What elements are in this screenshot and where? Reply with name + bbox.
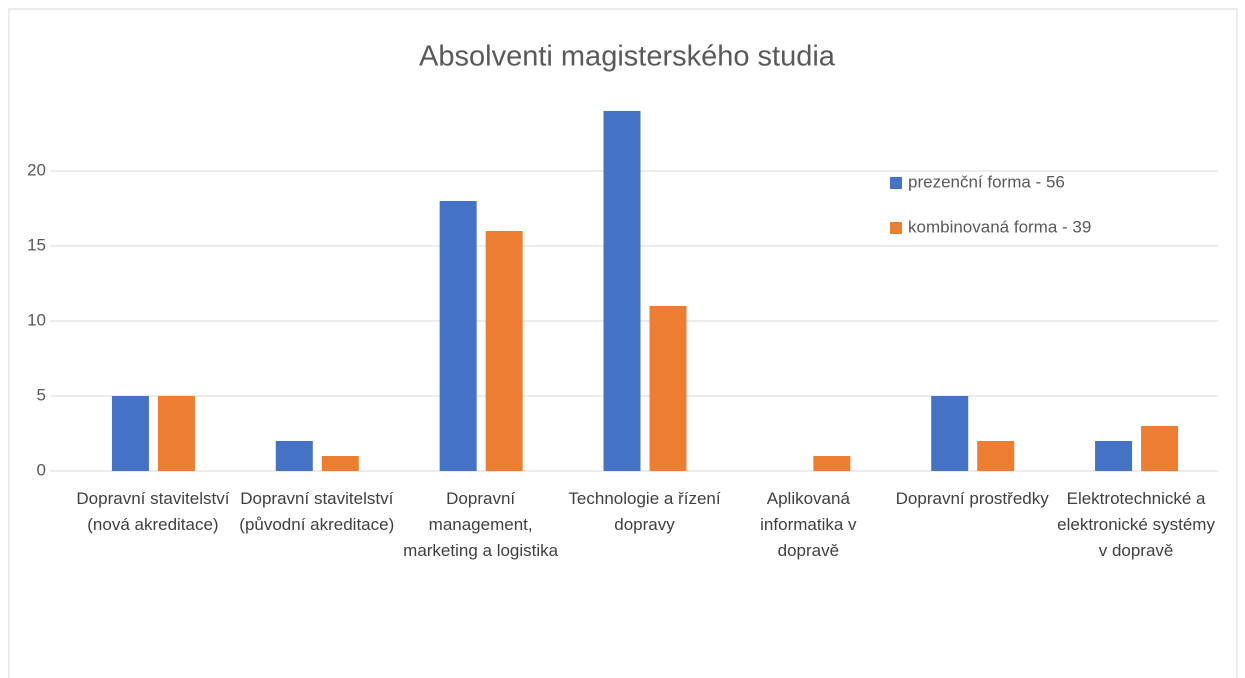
bar — [1141, 426, 1179, 471]
y-tick-label: 15 — [27, 235, 46, 254]
bar — [111, 396, 149, 471]
legend-label: prezenční forma - 56 — [908, 172, 1065, 191]
bar — [321, 456, 359, 471]
bar — [931, 396, 969, 471]
x-tick-label: Dopravní management, marketing a logisti… — [403, 489, 559, 560]
x-tick-label: Elektrotechnické a elektronické systémy … — [1057, 489, 1215, 560]
legend-swatch — [890, 222, 902, 234]
x-tick-label: Technologie a řízení dopravy — [568, 489, 721, 534]
y-tick-label: 20 — [27, 160, 46, 179]
y-tick-label: 0 — [37, 460, 46, 479]
legend-swatch — [890, 177, 902, 189]
bar — [439, 201, 477, 471]
bar — [1095, 441, 1133, 471]
y-tick-label: 5 — [37, 385, 46, 404]
chart-title: Absolventi magisterského studia — [419, 41, 836, 73]
bar — [603, 111, 641, 471]
bar — [485, 231, 523, 471]
bar — [813, 456, 851, 471]
y-tick-label: 10 — [27, 310, 46, 329]
bar — [649, 306, 687, 471]
bar — [977, 441, 1015, 471]
x-tick-label: Dopravní prostředky — [895, 489, 1049, 508]
legend-label: kombinovaná forma - 39 — [908, 217, 1091, 236]
x-tick-label: Aplikovaná informatika v dopravě — [760, 489, 857, 560]
chart-border — [8, 8, 1238, 678]
bar — [275, 441, 313, 471]
x-tick-label: Dopravní stavitelství (původní akreditac… — [239, 489, 395, 534]
bar — [157, 396, 195, 471]
x-tick-label: Dopravní stavitelství (nová akreditace) — [76, 489, 230, 534]
